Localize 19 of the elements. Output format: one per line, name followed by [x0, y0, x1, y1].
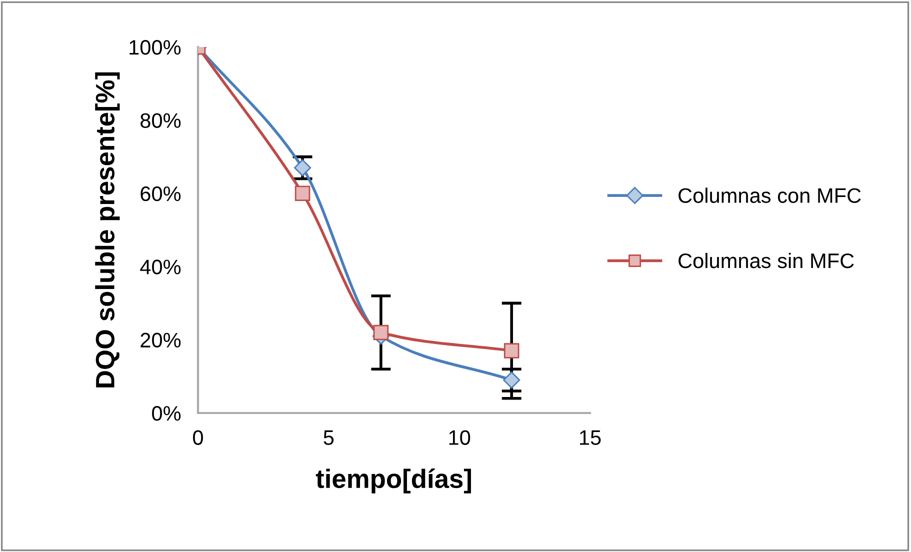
y-tick-label: 0% — [152, 406, 181, 421]
point — [373, 324, 389, 340]
x-tick-label: 0 — [193, 430, 203, 445]
y-axis-title: DQO soluble presente[%] — [95, 72, 120, 388]
y-tick-label: 40% — [140, 260, 181, 274]
point — [294, 159, 312, 176]
point — [504, 343, 520, 358]
x-tick-label: 15 — [580, 430, 601, 445]
point — [503, 372, 520, 389]
x-tick-label: 10 — [449, 430, 470, 445]
y-tick-label: 80% — [140, 113, 181, 128]
legend-label: Columnas con MFC — [678, 188, 861, 203]
y-tick-label: 100% — [130, 40, 181, 55]
legend-label: Columnas sin MFC — [678, 252, 854, 268]
point — [294, 186, 310, 202]
y-tick-label: 20% — [140, 332, 181, 348]
x-tick-label: 5 — [324, 430, 334, 445]
y-tick-label: 60% — [140, 186, 181, 202]
x-axis-title: tiempo[días] — [316, 468, 471, 494]
